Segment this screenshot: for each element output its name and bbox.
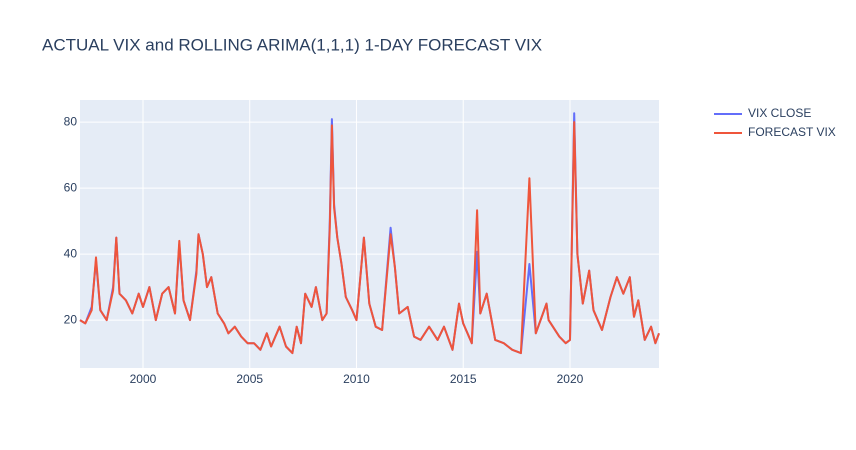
x-tick-label: 2010 (343, 372, 370, 386)
x-tick-label: 2000 (130, 372, 157, 386)
chart-title: ACTUAL VIX and ROLLING ARIMA(1,1,1) 1-DA… (42, 35, 542, 54)
y-tick-label: 80 (64, 114, 78, 128)
y-tick-label: 20 (64, 312, 78, 326)
x-tick-label: 2015 (450, 372, 477, 386)
x-tick-label: 2005 (236, 372, 263, 386)
legend-label: VIX CLOSE (748, 106, 811, 120)
plot-area (80, 100, 659, 368)
legend-label: FORECAST VIX (748, 125, 836, 139)
series-line (79, 121, 660, 355)
x-tick-label: 2020 (557, 372, 584, 386)
y-tick-label: 40 (64, 246, 78, 260)
y-tick-label: 60 (64, 180, 78, 194)
